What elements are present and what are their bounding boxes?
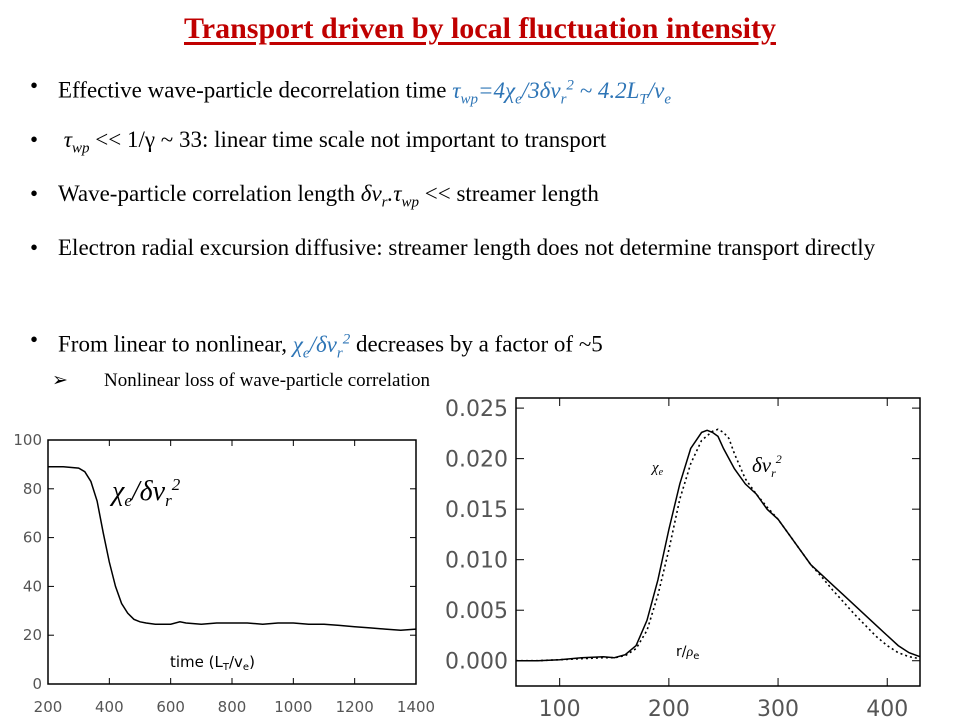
arrow-bullet-icon: ➢ [52,370,68,391]
bullet-formula: τwp=4χe/3δvr2 ~ 4.2LT/ve [452,77,672,108]
y-tick-label: 0 [32,675,42,693]
x-tick-label: 1400 [397,698,435,716]
y-tick-label: 80 [23,480,42,498]
plot-frame [47,439,417,685]
x-tick-label: 600 [156,698,185,716]
bullet-dot: • [30,73,39,98]
bullet-formula: δvr.τwp << streamer length [360,181,599,211]
slide-title: Transport driven by local fluctuation in… [184,12,776,45]
bullet-text: Electron radial excursion diffusive: str… [58,235,876,260]
left-ticks: 200 400 600 800 1000 1200 1400 0 20 40 60 80 100 [13,431,435,716]
y-tick-label: 20 [23,626,42,644]
x-axis-label: time (LT/ve) [170,653,255,673]
series-line [48,466,417,632]
x-tick-label: 200 [34,698,63,716]
bullet-dot: • [30,327,39,352]
bullet-text: Effective wave-particle decorrelation ti… [58,77,447,103]
bullet-text: From linear to nonlinear, [58,331,288,357]
y-tick-label: 100 [13,431,42,449]
x-tick-label: 800 [218,698,247,716]
y-tick-label: 40 [23,577,42,595]
x-tick-label: 1200 [336,698,374,716]
annotation-chi-over-dv2: χe/δvr2 [109,475,181,510]
bullet-dot: • [30,235,39,260]
bullet-formula: χe/δvr2 decreases by a factor of ~5 [292,331,603,362]
y-tick-label: 60 [23,529,42,547]
bullet-dot: • [30,181,39,206]
x-tick-label: 1000 [274,698,312,716]
bullet-dot: • [30,127,39,152]
bullet-text: << 1/γ ~ 33: linear time scale not impor… [95,127,607,152]
bullet-text: Wave-particle correlation length [58,181,356,206]
sub-bullet-text: Nonlinear loss of wave-particle correlat… [104,370,431,391]
x-tick-label: 400 [95,698,124,716]
